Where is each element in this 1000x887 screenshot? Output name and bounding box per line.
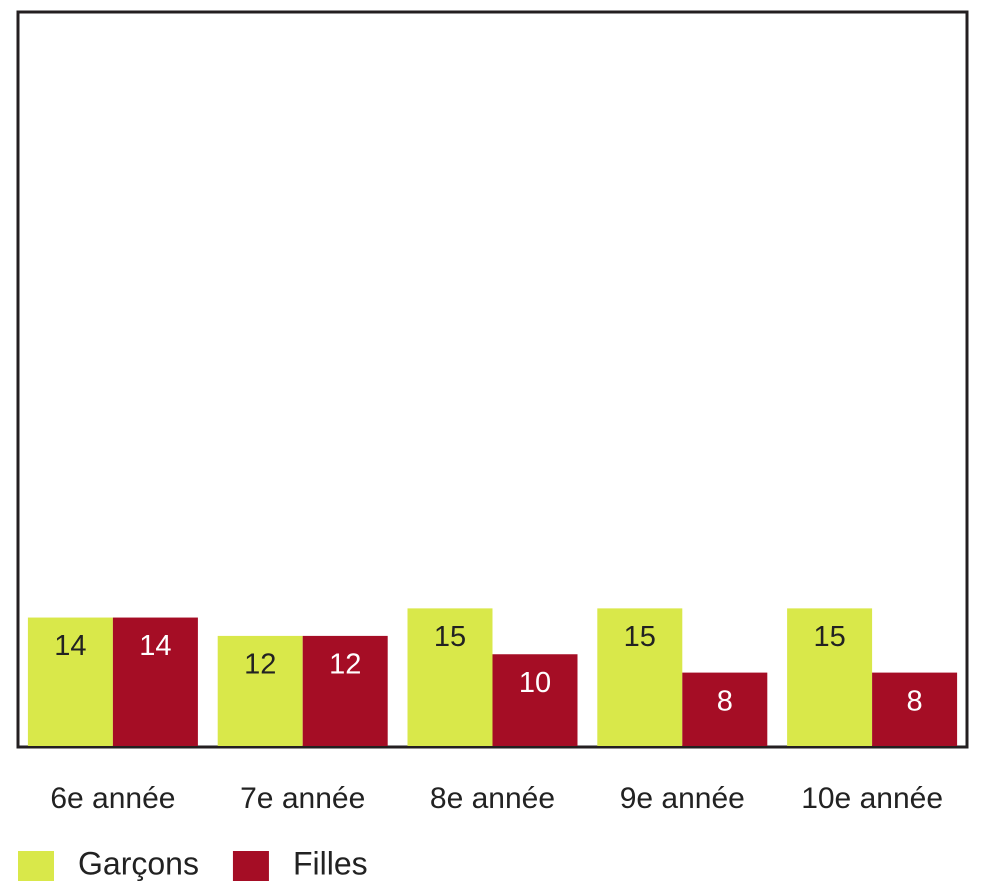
bar bbox=[217, 635, 303, 746]
data-label: 12 bbox=[329, 649, 361, 681]
data-label: 14 bbox=[139, 630, 171, 662]
data-label: 15 bbox=[434, 621, 466, 653]
bar bbox=[27, 617, 113, 746]
data-label: 15 bbox=[624, 621, 656, 653]
plot-frame bbox=[16, 10, 969, 749]
x-tick-label: 8e année bbox=[430, 782, 555, 815]
bar bbox=[872, 672, 958, 746]
x-tick-label: 7e année bbox=[240, 782, 365, 815]
bar bbox=[682, 672, 768, 746]
legend-label: Garçons bbox=[78, 845, 199, 881]
data-label: 10 bbox=[519, 667, 551, 699]
bar bbox=[787, 608, 873, 746]
data-label: 14 bbox=[54, 630, 86, 662]
legend-swatch bbox=[18, 851, 54, 881]
bar bbox=[407, 608, 493, 746]
x-tick-label: 9e année bbox=[620, 782, 745, 815]
legend-label: Filles bbox=[293, 845, 368, 881]
data-label: 8 bbox=[907, 685, 923, 717]
bar bbox=[302, 635, 388, 746]
bar bbox=[492, 654, 578, 746]
data-label: 12 bbox=[244, 649, 276, 681]
bar bbox=[597, 608, 683, 746]
x-tick-label: 10e année bbox=[801, 782, 943, 815]
bar bbox=[112, 617, 198, 746]
data-label: 15 bbox=[813, 621, 845, 653]
legend-swatch bbox=[232, 851, 269, 881]
data-label: 8 bbox=[717, 685, 733, 717]
x-tick-label: 6e année bbox=[50, 782, 175, 815]
